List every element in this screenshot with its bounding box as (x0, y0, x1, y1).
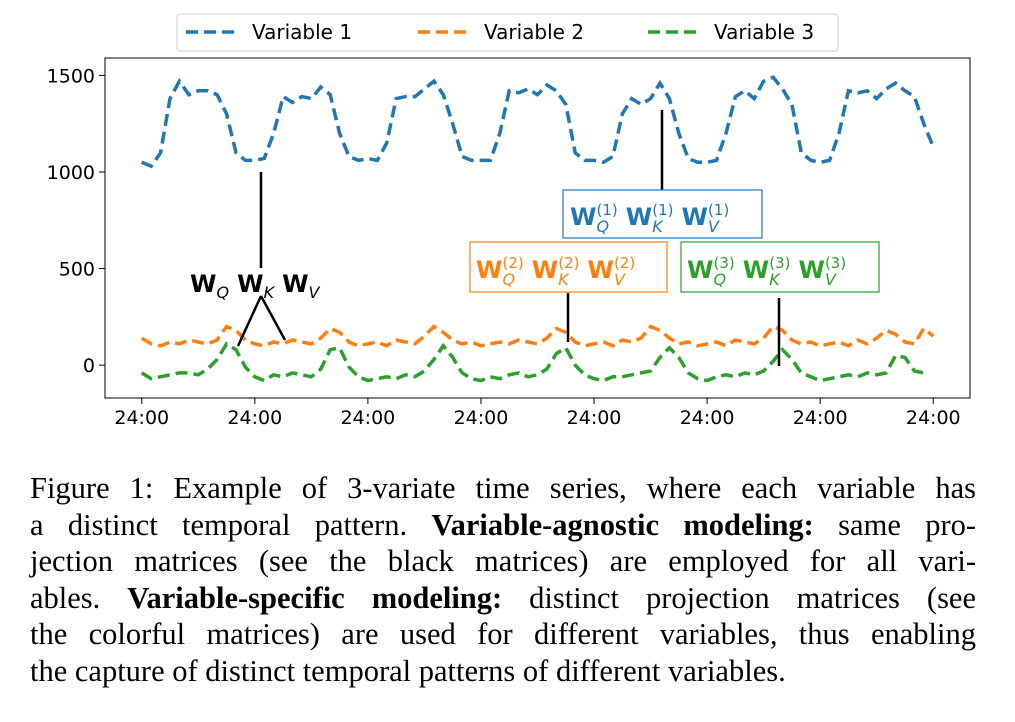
x-tick-label: 24:00 (341, 407, 396, 429)
annotation-sub: K (769, 270, 781, 289)
annotation-sub: V (614, 270, 626, 289)
annotation-base: W (476, 256, 502, 284)
chart: 0 500 1000 1500 24:00 24:00 24:00 24:00 24:00 24:… (47, 13, 971, 429)
legend-label: Variable 1 (252, 20, 352, 44)
legend-label: Variable 3 (714, 20, 814, 44)
x-tick-label: 24:00 (793, 407, 848, 429)
annotation-sup: (2) (614, 254, 635, 272)
caption-bold: Variable-agnostic modeling: (431, 507, 814, 542)
annotation: WQ​WK​WV​ (190, 270, 321, 302)
annotation-base: W (687, 256, 713, 284)
caption-text: distinct projection matrices (see (502, 580, 977, 615)
annotation-sup: (3) (769, 254, 790, 272)
annotation-sup: (3) (713, 254, 734, 272)
annotation-base: W (282, 270, 308, 298)
annotation-sub: K (264, 283, 276, 302)
annotation-sub: Q (216, 283, 229, 302)
annotation-base: W (681, 203, 707, 231)
annotation-sub: K (558, 270, 570, 289)
caption-text: Figure 1: Example of 3-variate time seri… (30, 471, 976, 505)
caption-line: jection matrices (see the black matrices… (30, 543, 976, 580)
annotation-base: W (190, 270, 216, 298)
y-tick-label: 1500 (47, 65, 95, 87)
x-tick-label: 24:00 (906, 407, 961, 429)
caption-line: the colorful matrices) are used for diff… (30, 616, 976, 653)
caption-line: ables. Variable-specific modeling: disti… (30, 580, 976, 617)
annotation-sup: (1) (652, 201, 673, 219)
series-line (140, 341, 925, 383)
caption-text: ables. (30, 580, 128, 615)
annotation-sup: (1) (708, 201, 729, 219)
pointers (236, 110, 781, 366)
x-tick-label: 24:00 (680, 407, 735, 429)
y-tick-label: 500 (59, 259, 95, 281)
caption-bold: Variable-specific modeling: (127, 580, 503, 615)
annotation-sub: V (309, 283, 321, 302)
series-line (141, 75, 935, 169)
annotation: WQ(2)​WK(2)​WV(2)​ (476, 254, 635, 289)
annotation-box (680, 241, 880, 293)
annotation-sup: (2) (558, 254, 579, 272)
series-line (140, 324, 935, 348)
annotation-sup: (1) (596, 201, 617, 219)
annotation-base: W (237, 270, 263, 298)
annotation-base: W (570, 203, 596, 231)
annotation: WQ(1)​WK(1)​WV(1)​ (570, 201, 729, 236)
annotation: WQ(3)​WK(3)​WV(3)​ (687, 254, 846, 289)
annotation-sub: K (652, 217, 664, 236)
caption-text: the capture of distinct temporal pattern… (30, 653, 786, 688)
plot-frame (104, 57, 971, 399)
legend-box (176, 13, 839, 52)
y-tick-label: 0 (83, 355, 95, 377)
y-tick-label: 1000 (47, 162, 95, 184)
x-tick-label: 24:00 (454, 407, 509, 429)
x-tick-label: 24:00 (114, 407, 169, 429)
annotation-sup: (3) (825, 254, 846, 272)
x-tick-label: 24:00 (567, 407, 622, 429)
caption-line: a distinct temporal pattern. Variable-ag… (30, 507, 976, 544)
annotation-box (469, 241, 668, 293)
annotation-sub: Q (502, 270, 515, 289)
annotation-sub: V (708, 217, 720, 236)
annotation-base: W (743, 256, 769, 284)
caption-line: Figure 1: Example of 3-variate time seri… (30, 470, 976, 507)
caption-line: the capture of distinct temporal pattern… (30, 653, 976, 690)
caption-text: the colorful matrices) are used for diff… (30, 617, 976, 651)
annotation-base: W (798, 256, 824, 284)
annotation-box (562, 189, 763, 239)
caption-text: a distinct temporal pattern. (30, 507, 432, 542)
annotation-base: W (626, 203, 652, 231)
x-tick-label: 24:00 (227, 407, 282, 429)
caption-text: jection matrices (see the black matrices… (30, 544, 976, 578)
caption: Figure 1: Example of 3-variate time seri… (30, 470, 976, 689)
annotation-sup: (2) (502, 254, 523, 272)
annotation-base: W (532, 256, 558, 284)
annotation-base: W (587, 256, 613, 284)
pointer (259, 295, 287, 341)
legend-label: Variable 2 (484, 20, 584, 44)
annotation-sub: Q (596, 217, 609, 236)
caption-text: same pro- (813, 507, 977, 542)
annotation-sub: Q (713, 270, 726, 289)
pointer (236, 295, 263, 347)
annotation-sub: V (825, 270, 837, 289)
